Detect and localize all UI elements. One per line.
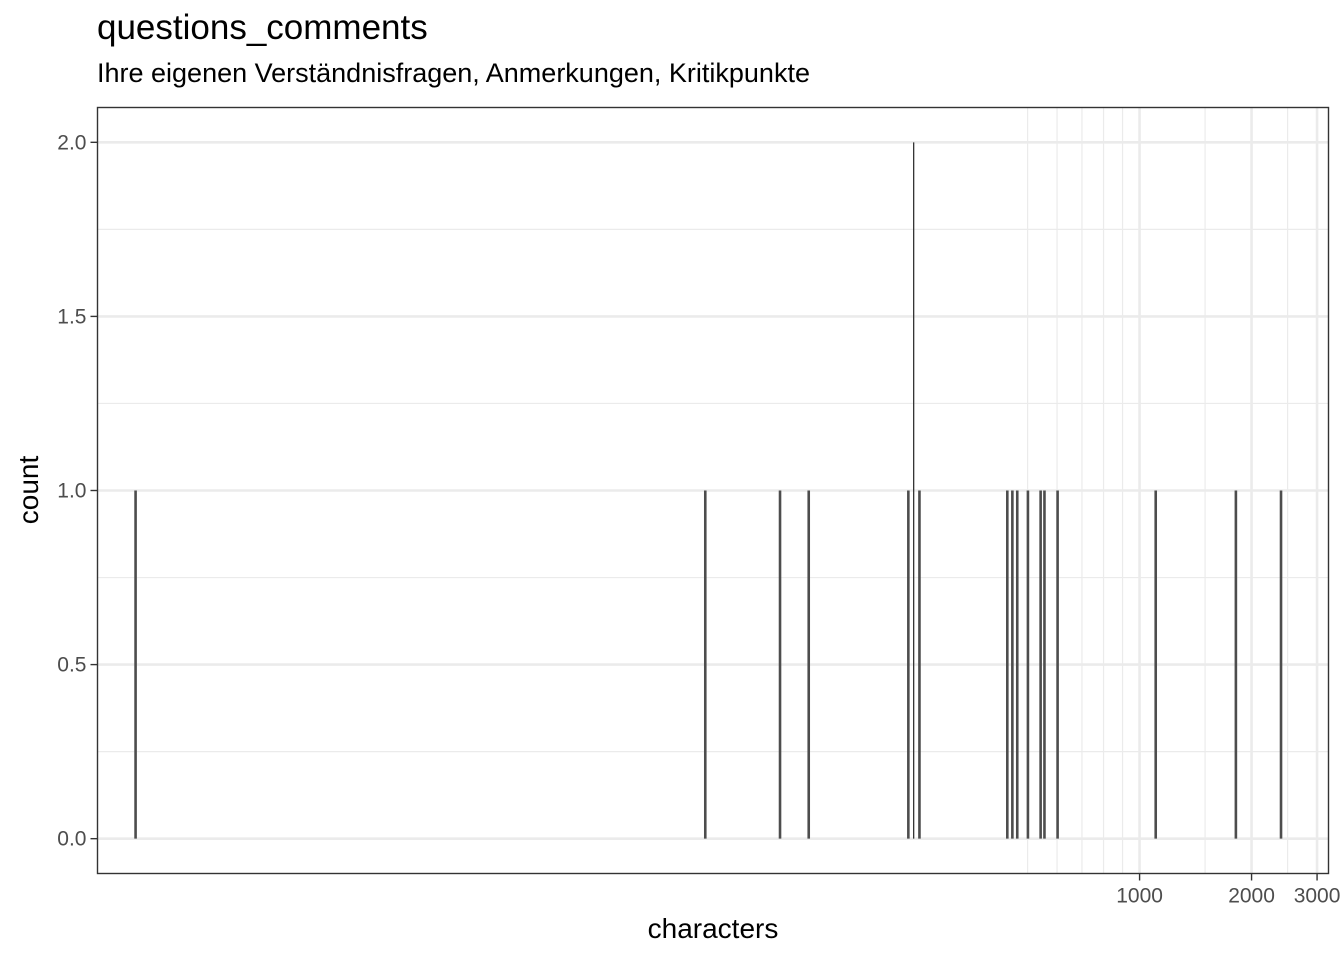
- major-grid: [97, 107, 1329, 874]
- y-axis-title: count: [13, 456, 44, 525]
- bars: [134, 142, 1283, 839]
- chart-subtitle: Ihre eigenen Verständnisfragen, Anmerkun…: [97, 58, 810, 88]
- y-tick-label: 2.0: [57, 131, 86, 154]
- x-tick-label: 3000: [1294, 885, 1341, 908]
- y-tick-label: 0.0: [57, 828, 86, 851]
- y-axis: 0.0 0.5 1.0 1.5 2.0: [57, 131, 98, 851]
- x-axis: 1000 2000 3000: [1116, 873, 1341, 908]
- x-axis-title: characters: [648, 913, 779, 944]
- chart-title: questions_comments: [97, 8, 428, 47]
- y-tick-label: 1.0: [57, 480, 86, 503]
- y-tick-label: 0.5: [57, 654, 86, 677]
- x-tick-label: 2000: [1228, 885, 1275, 908]
- y-tick-label: 1.5: [57, 305, 86, 328]
- x-tick-label: 1000: [1116, 885, 1163, 908]
